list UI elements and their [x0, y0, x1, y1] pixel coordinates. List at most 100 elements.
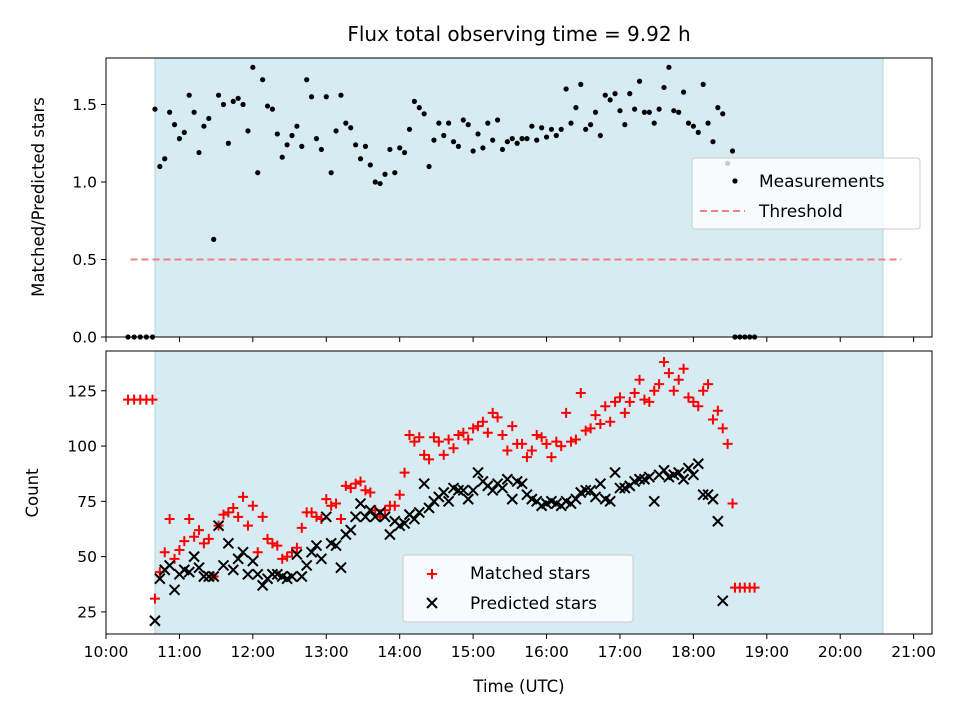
bottom-y-axis-label: Count — [23, 468, 42, 518]
measurements-point — [294, 123, 300, 129]
x-tick-label: 20:00 — [818, 643, 863, 661]
measurements-point — [700, 81, 706, 87]
matched-stars-point — [453, 430, 464, 441]
matched-stars-point — [409, 436, 420, 447]
matched-stars-point — [291, 542, 302, 553]
top-y-axis-label: Matched/Predicted stars — [29, 97, 48, 297]
matched-stars-point — [394, 489, 405, 500]
matched-stars-point — [414, 432, 425, 443]
matched-stars-point — [619, 407, 630, 418]
predicted-stars-point — [335, 561, 347, 574]
predicted-stars-point — [413, 506, 425, 519]
predicted-stars-point — [707, 493, 719, 505]
measurements-point — [715, 105, 721, 111]
predicted-stars-point — [227, 564, 239, 576]
measurements-point — [264, 103, 271, 109]
measurements-point — [152, 106, 158, 112]
measurements-point — [690, 123, 696, 129]
matched-stars-point — [247, 500, 258, 511]
matched-stars-point — [203, 533, 214, 544]
measurements-point — [196, 149, 202, 156]
matched-stars-point — [355, 476, 366, 487]
predicted-stars-point — [349, 511, 362, 523]
measurements-point — [607, 97, 613, 103]
measurements-point — [627, 91, 633, 97]
measurements-point — [490, 137, 496, 143]
measurements-point — [475, 131, 481, 137]
predicted-stars-point — [320, 511, 332, 523]
measurements-point — [524, 136, 530, 142]
y-tick-label: 1.0 — [72, 174, 97, 192]
legend-measurements-marker — [732, 178, 738, 184]
predicted-stars-point — [188, 550, 200, 563]
matched-stars-point — [424, 454, 435, 465]
measurements-point — [206, 115, 212, 122]
matched-stars-point — [262, 533, 273, 544]
predicted-stars-point — [408, 513, 421, 525]
matched-stars-point — [482, 427, 493, 438]
measurements-point — [230, 98, 236, 104]
matched-stars-point — [644, 396, 655, 407]
predicted-stars-point — [692, 458, 704, 470]
measurements-point — [357, 156, 364, 162]
predicted-stars-point — [237, 546, 249, 558]
measurements-point — [568, 120, 574, 126]
measurements-point — [240, 101, 246, 108]
axes-frame-bottom — [105, 350, 933, 635]
measurements-point — [578, 81, 584, 87]
matched-stars-point — [257, 511, 268, 522]
matched-stars-point — [614, 392, 625, 403]
matched-stars-point — [717, 423, 728, 434]
measurements-point — [353, 142, 359, 148]
measurements-point — [710, 139, 716, 145]
matched-stars-point — [477, 416, 488, 427]
measurements-point — [362, 143, 369, 149]
matched-stars-point — [634, 374, 645, 385]
matched-stars-point — [399, 467, 410, 478]
matched-stars-point — [712, 405, 723, 416]
matched-stars-point — [727, 498, 738, 509]
matched-stars-point — [147, 394, 158, 405]
predicted-stars-point — [398, 517, 411, 530]
predicted-stars-point — [648, 495, 660, 508]
measurements-point — [411, 98, 417, 104]
measurements-point — [729, 148, 736, 154]
matched-stars-point — [624, 396, 635, 407]
predicted-stars-point — [589, 491, 602, 503]
measurements-point — [460, 117, 466, 123]
predicted-stars-point — [717, 595, 729, 607]
matched-stars-point — [678, 363, 689, 374]
predicted-stars-point — [296, 570, 308, 583]
predicted-stars-point — [154, 573, 166, 585]
matched-stars-point — [350, 478, 361, 489]
x-tick-label: 14:00 — [377, 643, 422, 661]
y-tick-label: 50 — [77, 548, 97, 566]
measurements-point — [211, 236, 217, 242]
predicted-stars-point — [697, 489, 709, 501]
predicted-stars-point — [252, 568, 264, 581]
measurements-point — [441, 132, 447, 139]
measurements-point — [289, 132, 295, 139]
predicted-stars-point — [579, 484, 592, 496]
measurements-point — [176, 136, 183, 142]
predicted-stars-point — [472, 466, 484, 479]
predicted-stars-point — [310, 539, 323, 552]
matched-stars-point — [194, 525, 205, 536]
measurements-point — [485, 120, 491, 126]
matched-stars-point — [659, 357, 670, 368]
measurements-point — [382, 171, 388, 177]
predicted-stars-point — [677, 473, 690, 485]
predicted-stars-point — [168, 584, 181, 596]
matched-stars-point — [321, 494, 332, 505]
measurements-point — [446, 120, 452, 126]
matched-stars-point — [580, 425, 591, 436]
matched-stars-point — [174, 544, 185, 555]
predicted-stars-point — [149, 615, 161, 627]
measurements-point — [186, 92, 192, 98]
matched-stars-point — [458, 427, 469, 438]
matched-stars-point — [331, 498, 342, 509]
measurements-point — [171, 122, 178, 128]
matched-stars-point — [502, 445, 513, 456]
predicted-stars-point — [359, 511, 372, 523]
